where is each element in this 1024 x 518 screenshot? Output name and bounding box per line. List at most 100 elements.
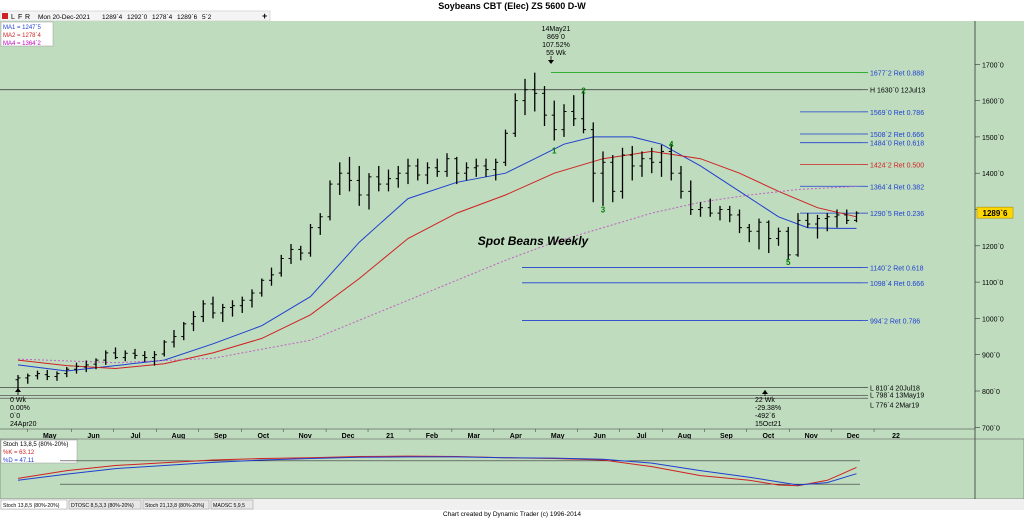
add-plus-icon[interactable]: + xyxy=(262,11,267,21)
x-tick-label: 22 xyxy=(892,433,900,440)
stoch-legend: Stoch 13,8,5 (80%-20%) %K = 63.12 %D = 4… xyxy=(0,439,78,464)
high-arrow-icon xyxy=(548,60,554,64)
price-bar xyxy=(464,162,469,181)
ma1-line xyxy=(17,136,857,372)
price-bar xyxy=(64,367,70,378)
date-axis: May Jun Jul Aug Sep Oct Nov Dec 21 Feb Mar Apr May Ju… xyxy=(27,429,900,440)
price-bar xyxy=(113,347,118,360)
x-tick-label: Apr xyxy=(510,433,522,440)
price-bar xyxy=(434,158,440,177)
price-bar xyxy=(571,95,577,127)
retracement-levels: 1677`2 Ret 0.888 H 1630`0 12Jul13 1569`0 R… xyxy=(0,71,925,409)
price-bar xyxy=(122,350,128,362)
price-bar xyxy=(35,370,40,380)
price-bar xyxy=(200,300,206,323)
price-bar xyxy=(395,165,401,188)
toolbar-low: 1278`4 xyxy=(152,14,173,21)
price-bar xyxy=(249,289,255,308)
price-bar xyxy=(639,151,645,177)
price-bar xyxy=(620,147,625,199)
price-bar xyxy=(590,122,596,203)
price-bar xyxy=(15,375,21,391)
price-bar xyxy=(668,144,674,181)
price-bar xyxy=(347,156,352,192)
tab-maosc[interactable] xyxy=(210,499,254,510)
x-tick-label: Aug xyxy=(678,433,692,440)
tab-stoch-21[interactable] xyxy=(142,499,210,510)
price-bar xyxy=(610,155,616,203)
low-right-percent: -29.38% xyxy=(755,405,781,412)
price-bar xyxy=(54,371,60,381)
x-tick-label: Nov xyxy=(805,433,818,440)
level-label: H 1630`0 12Jul13 xyxy=(870,88,925,95)
low-arrow-icon xyxy=(15,388,21,392)
tab-dtosc[interactable] xyxy=(68,499,142,510)
x-tick-label: Sep xyxy=(214,433,227,440)
high-weeks: 55 Wk xyxy=(546,50,566,57)
price-bar xyxy=(288,243,294,264)
wave-labels: 1 2 3 4 5 xyxy=(552,86,791,267)
y-tick-label: 900`0 xyxy=(982,353,1000,360)
price-bar xyxy=(785,226,791,261)
price-bar xyxy=(152,351,157,366)
ma1-legend: MA1 = 1247`5 xyxy=(3,25,42,31)
y-tick-label: 800`0 xyxy=(982,389,1000,396)
low-annotation-right: 22 Wk -29.38% -492`6 15Oct21 xyxy=(755,390,782,428)
low-left-points: 0`0 xyxy=(10,413,20,420)
price-bar xyxy=(327,180,333,221)
price-bar xyxy=(727,205,733,223)
ma4-line xyxy=(17,185,857,364)
toolbar-letter-l[interactable]: L xyxy=(11,14,15,21)
toolbar-open: 1289`4 xyxy=(102,14,123,21)
price-bar xyxy=(522,78,528,116)
price-bar xyxy=(561,104,567,137)
price-bar xyxy=(278,254,284,277)
x-tick-label: Dec xyxy=(847,433,860,440)
toolbar-close: 1289`6 xyxy=(177,14,198,21)
tab-stoch-13[interactable] xyxy=(0,499,68,510)
tab-maosc-label: MAOSC 5,9,5 xyxy=(213,503,245,509)
level-label: 1140`2 Ret 0.618 xyxy=(870,266,924,273)
price-bar xyxy=(230,300,235,317)
price-bar xyxy=(795,213,801,257)
level-label: 1098`4 Ret 0.666 xyxy=(870,281,924,288)
y-tick-label: 1700`0 xyxy=(982,62,1004,69)
low-left-percent: 0.00% xyxy=(10,405,30,412)
price-bar xyxy=(259,278,265,297)
price-bar xyxy=(629,145,635,181)
price-bar xyxy=(542,86,547,127)
price-bar xyxy=(366,173,372,210)
x-tick-label: 21 xyxy=(386,433,394,440)
x-tick-label: Sep xyxy=(720,433,733,440)
y-tick-label: 1500`0 xyxy=(982,135,1004,142)
price-bar xyxy=(512,93,518,137)
x-tick-label: May xyxy=(43,433,57,440)
close-icon[interactable] xyxy=(2,13,8,19)
price-bar xyxy=(181,322,187,341)
price-bar xyxy=(25,373,31,384)
price-bar xyxy=(83,360,89,373)
price-bar xyxy=(473,158,479,177)
price-bar xyxy=(717,205,723,221)
tab-stoch-21-label: Stoch 21,13,8 (80%-20%) xyxy=(145,503,205,509)
toolbar-change: 5`2 xyxy=(202,14,212,21)
price-bar xyxy=(386,169,391,192)
toolbar-letter-r[interactable]: R xyxy=(25,14,30,21)
low-left-weeks: 0 Wk xyxy=(10,397,26,404)
toolbar-letter-f[interactable]: F xyxy=(18,14,22,21)
stoch-panel xyxy=(0,438,1024,500)
ma2-legend: MA2 = 1278`4 xyxy=(3,33,42,39)
ma-legend: MA1 = 1247`5 MA2 = 1278`4 MA4 = 1364`2 xyxy=(0,21,54,47)
y-tick-label: 1200`0 xyxy=(982,244,1004,251)
price-bar xyxy=(405,158,411,185)
price-bar xyxy=(805,213,811,228)
x-tick-label: Oct xyxy=(762,433,774,440)
toolbar-high: 1292`0 xyxy=(127,14,148,21)
price-bar xyxy=(834,209,840,228)
low-right-points: -492`6 xyxy=(755,413,775,420)
price-bar xyxy=(298,245,304,261)
y-tick-label: 1000`0 xyxy=(982,316,1004,323)
level-label: L 810`4 20Jul18 xyxy=(870,385,920,392)
price-bar xyxy=(659,144,664,177)
stoch-lines xyxy=(17,455,860,487)
